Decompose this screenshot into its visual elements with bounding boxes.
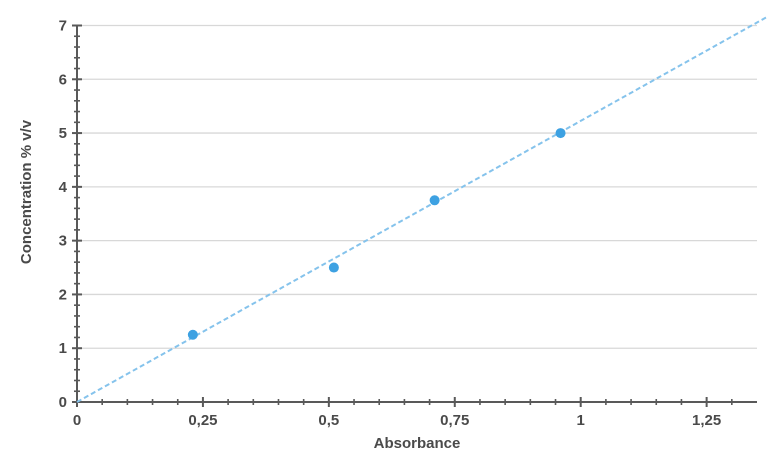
svg-text:0: 0: [73, 412, 81, 429]
svg-text:3: 3: [59, 233, 67, 250]
svg-text:0: 0: [59, 394, 67, 411]
svg-text:0,25: 0,25: [188, 412, 217, 429]
gridlines: [77, 24, 757, 349]
data-points: [187, 128, 566, 340]
tick-labels: 0 1 2 3 4 5 6 7 0 0,25 0,5 0,75 1 1,25: [59, 18, 722, 430]
svg-text:4: 4: [59, 179, 68, 196]
tick-marks: [72, 24, 733, 407]
svg-text:5: 5: [59, 125, 67, 142]
svg-text:1: 1: [577, 412, 585, 429]
svg-text:0,75: 0,75: [440, 412, 469, 429]
svg-text:6: 6: [59, 71, 67, 88]
svg-text:2: 2: [59, 286, 67, 303]
svg-text:0,5: 0,5: [318, 412, 339, 429]
trendline: [76, 16, 768, 403]
axes: [76, 25, 757, 403]
svg-text:7: 7: [59, 18, 67, 35]
x-axis-title: Absorbance: [374, 435, 461, 452]
svg-text:1: 1: [59, 340, 67, 357]
y-axis-title: Concentration % v/v: [18, 119, 35, 264]
svg-text:1,25: 1,25: [692, 412, 721, 429]
